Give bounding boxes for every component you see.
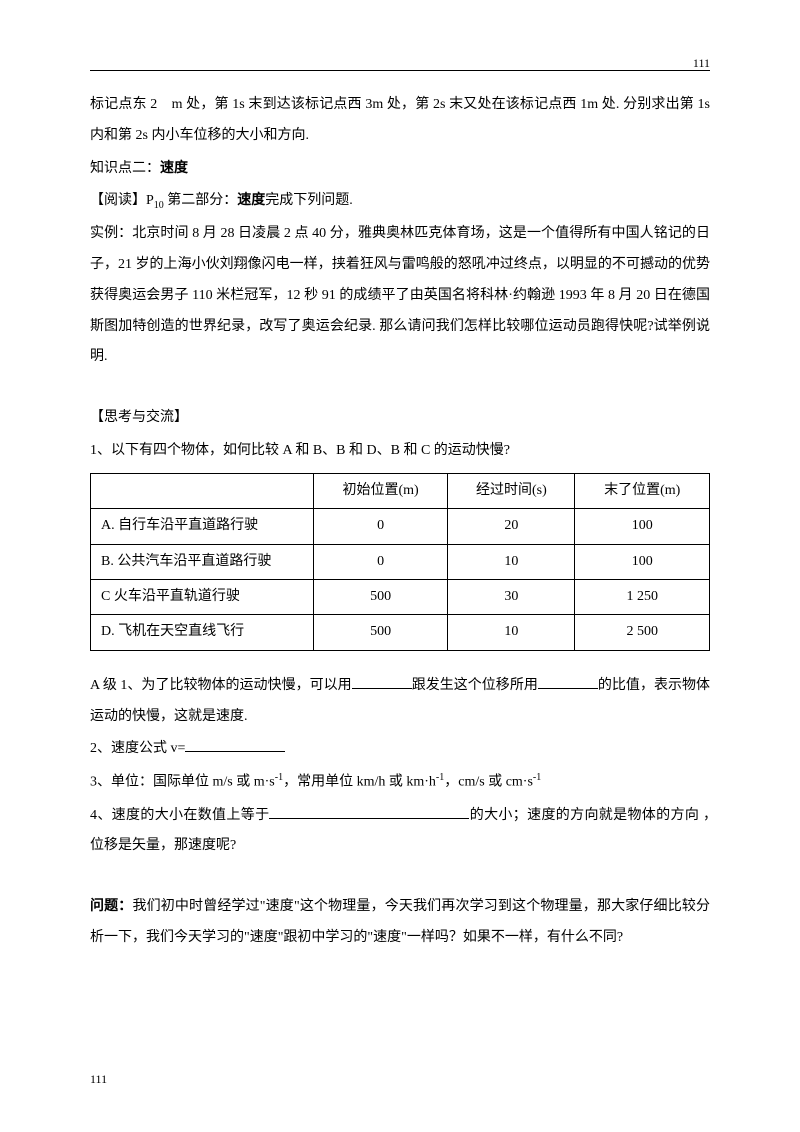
table-cell: 1 250 (575, 579, 710, 614)
a3-mid2: ，cm/s 或 cm·s (444, 775, 533, 790)
table-cell: 2 500 (575, 615, 710, 650)
data-table: 初始位置(m) 经过时间(s) 末了位置(m) A. 自行车沿平直道路行驶 0 … (90, 473, 710, 651)
table-cell: B. 公共汽车沿平直道路行驶 (91, 544, 314, 579)
a1-prefix: A 级 1、为了比较物体的运动快慢，可以用 (90, 678, 352, 693)
a-level-3: 3、单位：国际单位 m/s 或 m·s-1，常用单位 km/h 或 km·h-1… (90, 767, 710, 798)
table-cell: 20 (448, 509, 575, 544)
section-discuss-title: 【思考与交流】 (90, 403, 710, 434)
table-cell: 10 (448, 615, 575, 650)
table-cell: 10 (448, 544, 575, 579)
a3-sup2: -1 (436, 772, 444, 783)
a3-mid: ，常用单位 km/h 或 km·h (283, 775, 436, 790)
table-cell: 100 (575, 544, 710, 579)
table-row: A. 自行车沿平直道路行驶 0 20 100 (91, 509, 710, 544)
table-cell: 0 (313, 509, 448, 544)
para-reading: 【阅读】P10 第二部分：速度完成下列问题. (90, 186, 710, 217)
table-header: 末了位置(m) (575, 473, 710, 508)
a-level-2: 2、速度公式 v= (90, 734, 710, 765)
a1-mid: 跟发生这个位移所用 (412, 678, 538, 693)
main-content: 标记点东 2 m 处，第 1s 末到达该标记点西 3m 处，第 2s 末又处在该… (90, 90, 710, 954)
a3-prefix: 3、单位：国际单位 m/s 或 m·s (90, 775, 275, 790)
para3-prefix: 【阅读】P (90, 193, 154, 208)
table-cell: 500 (313, 615, 448, 650)
header-rule (90, 70, 710, 71)
table-row: B. 公共汽车沿平直道路行驶 0 10 100 (91, 544, 710, 579)
para-section-title: 知识点二：速度 (90, 154, 710, 185)
table-cell: 30 (448, 579, 575, 614)
para3-sub: 10 (154, 200, 164, 211)
para3-mid: 第二部分： (164, 193, 238, 208)
q-label: 问题： (90, 899, 132, 914)
table-cell: A. 自行车沿平直道路行驶 (91, 509, 314, 544)
blank-fill[interactable] (185, 738, 285, 752)
blank-fill[interactable] (352, 675, 412, 689)
a4-prefix: 4、速度的大小在数值上等于 (90, 808, 269, 823)
table-header: 经过时间(s) (448, 473, 575, 508)
a-level-4: 4、速度的大小在数值上等于的大小；速度的方向就是物体的方向 ， 位移是矢量，那速… (90, 801, 710, 863)
a3-sup1: -1 (275, 772, 283, 783)
table-row: C 火车沿平直轨道行驶 500 30 1 250 (91, 579, 710, 614)
q-text: 我们初中时曾经学过"速度"这个物理量，今天我们再次学习到这个物理量，那大家仔细比… (90, 899, 710, 945)
para2-prefix: 知识点二： (90, 161, 160, 176)
page-number-top: 111 (693, 50, 710, 76)
table-cell: 100 (575, 509, 710, 544)
table-cell: 500 (313, 579, 448, 614)
table-row: D. 飞机在天空直线飞行 500 10 2 500 (91, 615, 710, 650)
para2-bold: 速度 (160, 161, 188, 176)
para-intro: 标记点东 2 m 处，第 1s 末到达该标记点西 3m 处，第 2s 末又处在该… (90, 90, 710, 152)
a3-sup3: -1 (533, 772, 541, 783)
page-number-bottom: 111 (90, 1066, 107, 1092)
question-para: 问题：我们初中时曾经学过"速度"这个物理量，今天我们再次学习到这个物理量，那大家… (90, 892, 710, 954)
table-cell: 0 (313, 544, 448, 579)
para3-suffix: 完成下列问题. (265, 193, 353, 208)
blank-fill[interactable] (538, 675, 598, 689)
para-example: 实例：北京时间 8 月 28 日凌晨 2 点 40 分，雅典奥林匹克体育场，这是… (90, 219, 710, 373)
a2-text: 2、速度公式 v= (90, 741, 185, 756)
table-cell: D. 飞机在天空直线飞行 (91, 615, 314, 650)
a-level-1: A 级 1、为了比较物体的运动快慢，可以用跟发生这个位移所用的比值，表示物体运动… (90, 671, 710, 733)
table-header-row: 初始位置(m) 经过时间(s) 末了位置(m) (91, 473, 710, 508)
table-header: 初始位置(m) (313, 473, 448, 508)
blank-fill[interactable] (269, 805, 469, 819)
table-cell: C 火车沿平直轨道行驶 (91, 579, 314, 614)
question-1: 1、以下有四个物体，如何比较 A 和 B、B 和 D、B 和 C 的运动快慢? (90, 436, 710, 467)
table-header (91, 473, 314, 508)
para3-bold: 速度 (237, 193, 265, 208)
